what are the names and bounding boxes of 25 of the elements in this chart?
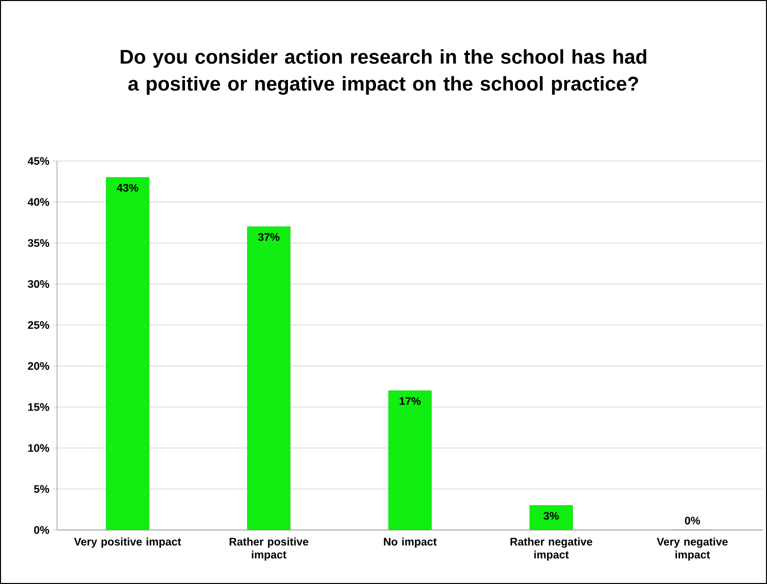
y-tick-label: 0% bbox=[34, 526, 50, 534]
y-tick-label: 30% bbox=[28, 280, 50, 288]
chart-title: Do you consider action research in the school has had a positive or negative impact on the school practice? bbox=[120, 49, 646, 95]
data-label: 3% bbox=[544, 512, 559, 520]
x-tick-label: Rather positive impact bbox=[230, 538, 308, 561]
y-tick-label: 15% bbox=[28, 403, 50, 411]
x-tick-label: No impact bbox=[384, 538, 437, 548]
bar bbox=[530, 505, 573, 530]
bar bbox=[388, 390, 432, 530]
y-tick-label: 5% bbox=[34, 485, 50, 493]
x-tick-label: Very negative impact bbox=[656, 538, 728, 561]
y-tick-label: 40% bbox=[28, 198, 50, 206]
y-tick-label: 10% bbox=[28, 444, 50, 452]
data-label: 43% bbox=[116, 184, 138, 192]
y-tick-label: 45% bbox=[28, 157, 50, 165]
x-tick-label: Very positive impact bbox=[74, 538, 182, 548]
x-tick-label: Rather negative impact bbox=[510, 538, 592, 561]
data-label: 17% bbox=[400, 397, 421, 405]
data-label: 37% bbox=[258, 233, 280, 241]
y-tick-label: 35% bbox=[28, 239, 50, 247]
y-tick-label: 20% bbox=[28, 362, 50, 370]
bar bbox=[106, 177, 150, 530]
y-tick-label: 25% bbox=[28, 321, 50, 329]
bar bbox=[247, 226, 290, 530]
data-label: 0% bbox=[684, 516, 700, 524]
